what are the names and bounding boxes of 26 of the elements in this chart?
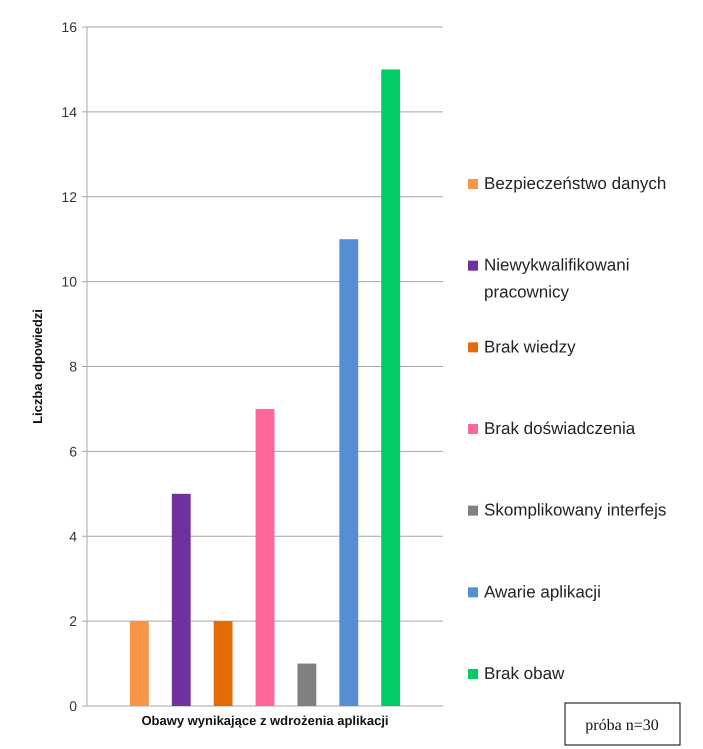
y-tick-label: 14 [61,104,78,120]
legend-label: Niewykwalifikowani pracownicy [484,256,630,302]
y-axis-title: Liczba odpowiedzi [30,309,45,424]
y-tick-label: 16 [61,19,78,35]
bar [381,69,400,706]
y-tick-label: 10 [61,274,78,290]
bar [297,664,316,706]
y-tick-label: 2 [69,613,78,630]
y-tick-label: 8 [69,358,78,374]
y-tick-label: 4 [69,528,78,544]
y-tick-label: 12 [61,188,78,205]
legend-label: Brak obaw [484,664,566,683]
legend-label: Awarie aplikacji [484,582,601,602]
x-axis-title: Obawy wynikające z wdrożenia aplikacji [141,713,389,728]
bar [339,239,358,706]
text: próba n=30 [585,717,659,734]
bar [256,408,274,706]
y-tick-label: 6 [69,443,78,460]
legend-label: Brak doświadczenia [484,419,636,438]
legend-label: Skomplikowany interfejs [484,500,666,520]
legend-label: Bezpieczeństwo danych [484,174,666,193]
bar [130,621,149,706]
bar [214,621,233,706]
legend-label: Brak wiedzy [484,337,576,356]
y-tick-label: 0 [69,698,78,714]
bar [172,494,191,706]
